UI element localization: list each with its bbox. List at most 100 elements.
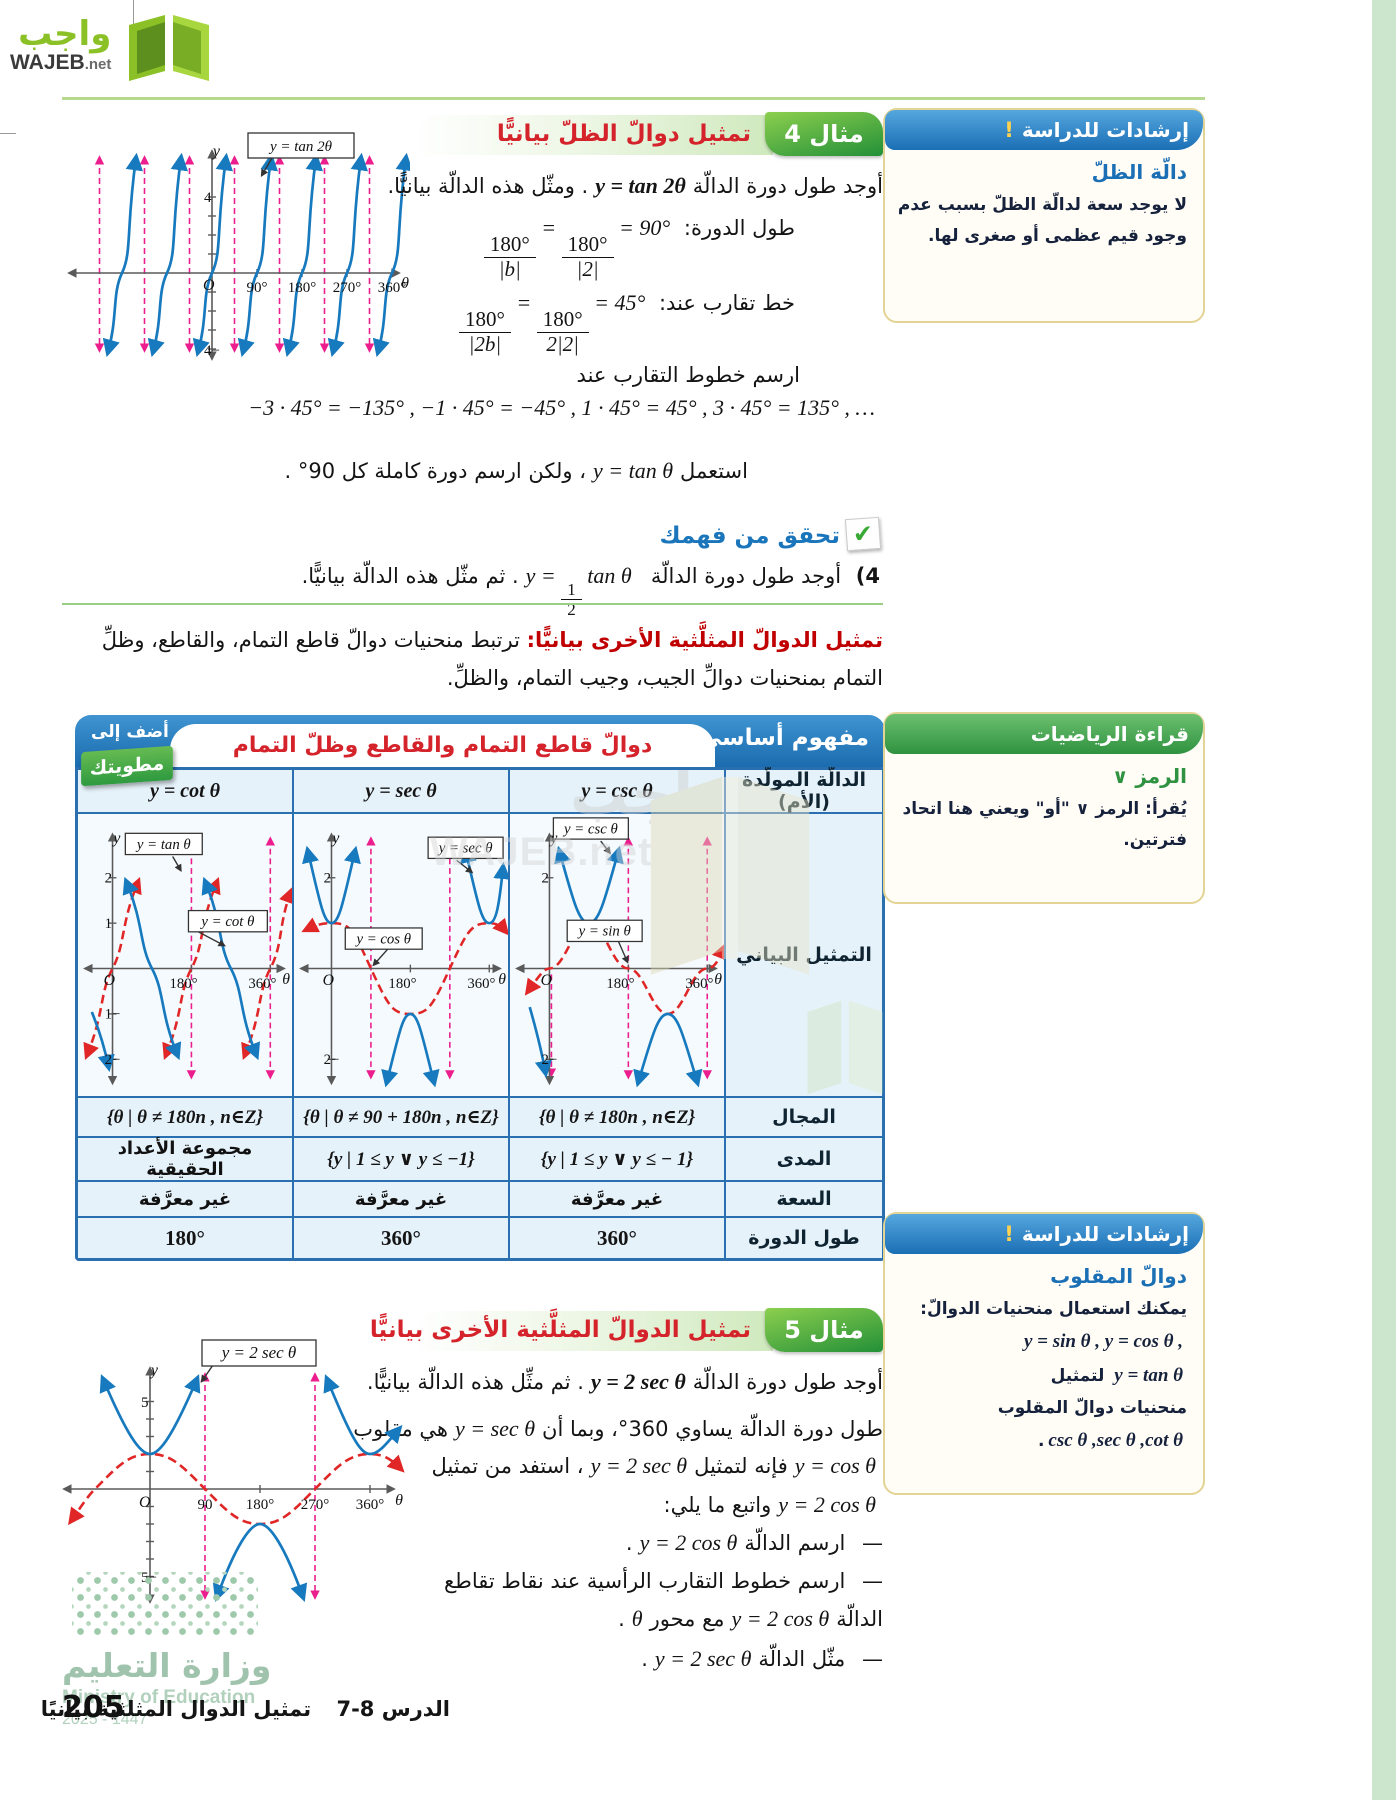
key-concept-header: مفهوم أساسي دوالّ قاطع التمام والقاطع وظ… xyxy=(75,715,885,767)
trig-functions-table: الدالّة المولّدة (الأم) y = csc θ y = se… xyxy=(75,767,885,1261)
example4-badge: مثال 4 xyxy=(765,112,883,156)
wajeb-logo-arabic: واجب xyxy=(18,14,112,54)
paragraph-lead: تمثيل الدوالّ المثلَّثية الأخرى بيانيًّا… xyxy=(526,628,883,652)
cot-graph: y = tan θ y = cot θ 2 1 −1 −2 O y θ 180°… xyxy=(83,830,292,1086)
svg-text:90°: 90° xyxy=(247,280,268,296)
asymptote-equation: خط تقارب عند: 180° |2b| = 180° 2|2| = 45° xyxy=(452,287,795,356)
svg-text:O: O xyxy=(541,972,552,989)
row-label-graph: التمثيل البياني xyxy=(726,814,882,1096)
example5-title: تمثيل الدوالّ المثلَّثية الأخرى بيانيًّا xyxy=(369,1317,751,1343)
svg-text:2: 2 xyxy=(542,871,549,887)
example4-banner: تمثيل دوالّ الظلّ بيانيًّا مثال 4 xyxy=(62,112,883,156)
example5-line-b: y = cos θفإنه لتمثيلy = 2 sec θ، استفد م… xyxy=(431,1453,876,1478)
crop-mark-horizontal xyxy=(0,133,16,134)
row-label-amplitude: السعة xyxy=(726,1182,882,1216)
paragraph-body: ترتبط منحنيات دوالّ قاطع التمام، والقاطع… xyxy=(101,628,883,690)
svg-text:−2: −2 xyxy=(324,1052,340,1068)
svg-text:5: 5 xyxy=(141,1395,149,1411)
add-to-label: أضف إلى xyxy=(91,722,169,742)
example5-line-a: طول دورة الدالّة يساوي 360°، وبما أنy = … xyxy=(353,1416,883,1441)
svg-text:y = sin θ: y = sin θ xyxy=(577,924,631,940)
sec-domain: {θ | θ ≠ 90 + 180n , n∈Z} xyxy=(294,1098,508,1136)
check-understanding-header: تحقق من فهمك xyxy=(659,523,840,549)
study-tip-header: إرشادات للدراسة! xyxy=(885,110,1203,150)
example5-intro: أوجد طول دورة الدالّةy = 2 sec θ. ثم مثِ… xyxy=(366,1369,883,1394)
symbol-title: الرمز ∨ xyxy=(1112,764,1187,788)
tip-body-tangent: لا يوجد سعة لدالّة الظلّ بسبب عدم وجود ق… xyxy=(897,195,1187,246)
svg-text:O: O xyxy=(203,277,215,294)
wajeb-logo-latin: WAJEB xyxy=(10,51,85,74)
svg-text:180°: 180° xyxy=(388,976,416,992)
math-reading-header: قراءة الرياضيات xyxy=(885,714,1203,754)
svg-text:y: y xyxy=(548,830,557,847)
tip-title-tangent: دالّة الظلّ xyxy=(1091,160,1187,184)
tip-title-reciprocal: دوالّ المقلوب xyxy=(1050,1264,1187,1288)
svg-text:360°: 360° xyxy=(467,976,495,992)
symbol-body: يُقرأ: الرمز ∨ "أو" ويعني هنا اتحاد فترت… xyxy=(902,799,1188,850)
study-tip-tangent-box: إرشادات للدراسة! دالّة الظلّ لا يوجد سعة… xyxy=(883,108,1205,323)
sec-amplitude: غير معرَّفة xyxy=(294,1182,508,1216)
csc-period: 360° xyxy=(510,1218,724,1258)
svg-text:180°: 180° xyxy=(288,280,317,296)
svg-text:360°: 360° xyxy=(685,976,713,992)
page-edge-strip xyxy=(1372,0,1396,1800)
ministry-logo: وزارة التعليم Ministry of Education 2025… xyxy=(62,1645,271,1730)
sec-graph: y = sec θ y = cos θ 2 −2 O y θ 180° 360° xyxy=(299,830,508,1088)
2sec-graph: y = 2 sec θ 5 −5 O y θ 90 180° 270° 360° xyxy=(62,1339,405,1604)
curve-label-2sec: y = 2 sec θ xyxy=(220,1343,297,1362)
example5-step2: — ارسم خطوط التقارب الرأسية عند نقاط تقا… xyxy=(443,1569,883,1631)
sec-graph-cell: y = sec θ y = cos θ 2 −2 O y θ 180° 360° xyxy=(294,814,508,1096)
cot-domain: {θ | θ ≠ 180n , n∈Z} xyxy=(78,1098,292,1136)
cot-amplitude: غير معرَّفة xyxy=(78,1182,292,1216)
csc-domain: {θ | θ ≠ 180n , n∈Z} xyxy=(510,1098,724,1136)
ministry-name-arabic: وزارة التعليم xyxy=(62,1646,272,1685)
svg-text:2: 2 xyxy=(105,871,112,887)
csc-range: {y | 1 ≤ y ∨ y ≤ − 1} xyxy=(510,1138,724,1180)
svg-text:180°: 180° xyxy=(606,976,634,992)
csc-graph-cell: y = csc θ y = sin θ 2 −2 O y θ 180° 360° xyxy=(510,814,724,1096)
cot-graph-cell: y = tan θ y = cot θ 2 1 −1 −2 O y θ 180°… xyxy=(78,814,292,1096)
study-tip-reciprocal-box: إرشادات للدراسة! دوالّ المقلوب يمكنك است… xyxy=(883,1212,1205,1495)
svg-text:θ: θ xyxy=(498,971,506,988)
math-reading-box: قراءة الرياضيات الرمز ∨ يُقرأ: الرمز ∨ "… xyxy=(883,712,1205,904)
svg-text:−4: −4 xyxy=(204,343,220,359)
lesson-title: تمثيل الدوال المثلثية بيانيًا xyxy=(40,1697,312,1721)
tan2theta-graph: y = tan 2θ 4 −4 O y θ 90° 180° 270° 360° xyxy=(67,132,410,361)
csc-graph: y = csc θ y = sin θ 2 −2 O y θ 180° 360° xyxy=(515,817,724,1088)
svg-text:360°: 360° xyxy=(378,280,407,296)
curve-label-tan2theta: y = tan 2θ xyxy=(268,139,333,155)
header-accent-icon: ! xyxy=(1004,1222,1014,1246)
csc-amplitude: غير معرَّفة xyxy=(510,1182,724,1216)
asymptote-values: −3 · 45° = −135° , −1 · 45° = −45° , 1 ·… xyxy=(248,395,875,420)
ministry-years: 2025 - 1447 xyxy=(62,1711,148,1728)
key-concept-title: دوالّ قاطع التمام والقاطع وظلّ التمام xyxy=(170,724,715,767)
svg-text:θ: θ xyxy=(401,275,409,292)
period-equation: طول الدورة: 180° |b| = 180° |2| = 90° xyxy=(477,212,795,281)
example5-badge: مثال 5 xyxy=(765,1308,883,1352)
study-tip2-header: إرشادات للدراسة! xyxy=(885,1214,1203,1254)
svg-text:y: y xyxy=(211,143,221,160)
example4-title: تمثيل دوالّ الظلّ بيانيًّا xyxy=(496,121,751,147)
ministry-dots-pattern xyxy=(72,1572,258,1638)
foldable-ribbon: مطويتك xyxy=(81,745,173,787)
svg-text:y: y xyxy=(330,830,339,847)
section-divider xyxy=(62,603,883,605)
draw-asymptotes-line: ارسم خطوط التقارب عند xyxy=(576,363,800,387)
key-concept-badge: مفهوم أساسي xyxy=(698,725,869,751)
svg-text:θ: θ xyxy=(282,971,290,988)
svg-text:y = sec θ: y = sec θ xyxy=(437,841,493,857)
svg-text:y = tan θ: y = tan θ xyxy=(135,837,191,853)
svg-text:θ: θ xyxy=(395,1492,403,1509)
svg-text:y = csc θ: y = csc θ xyxy=(562,821,618,837)
open-book-icon xyxy=(129,15,210,81)
cot-period: 180° xyxy=(78,1218,292,1258)
example5-line-c: y = 2 cos θواتبع ما يلي: xyxy=(663,1492,876,1517)
example5-banner: تمثيل الدوالّ المثلَّثية الأخرى بيانيًّا… xyxy=(62,1308,883,1352)
top-rule xyxy=(62,97,1205,100)
svg-text:O: O xyxy=(323,972,334,989)
svg-text:y: y xyxy=(149,1362,159,1379)
ministry-name-english: Ministry of Education xyxy=(62,1687,256,1709)
row-label-domain: المجال xyxy=(726,1098,882,1136)
header-accent-icon: ! xyxy=(1004,118,1014,142)
csc-function: y = csc θ xyxy=(510,770,724,812)
